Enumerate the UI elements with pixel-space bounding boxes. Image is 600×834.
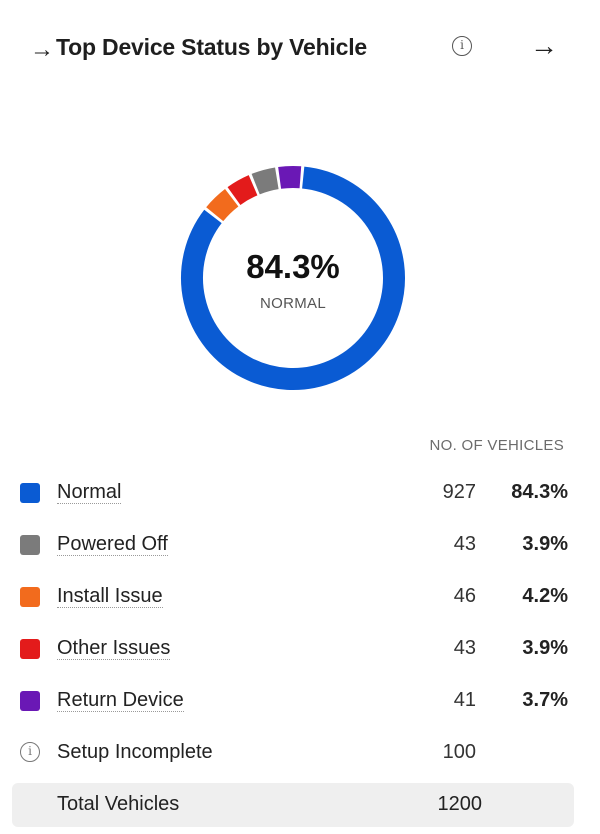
status-row-normal: Normal 927 84.3% — [20, 478, 568, 508]
install-issue-count: 46 — [453, 585, 476, 607]
status-row-other-issues: Other Issues 43 3.9% — [20, 634, 568, 664]
info-icon[interactable]: i — [452, 36, 472, 56]
widget-title: Top Device Status by Vehicle — [56, 34, 367, 60]
donut-center-value: 84.3% — [246, 248, 340, 285]
donut-svg — [181, 166, 405, 390]
setup-incomplete-count: 100 — [442, 741, 476, 763]
info-icon[interactable]: i — [20, 742, 40, 762]
normal-count: 927 — [442, 481, 476, 503]
normal-link[interactable]: Normal — [57, 481, 122, 504]
open-details-arrow-icon[interactable]: → — [530, 30, 558, 61]
donut-segment-other-issues[interactable] — [227, 175, 258, 206]
other-issues-percent: 3.9% — [522, 637, 568, 659]
return-device-swatch — [20, 691, 40, 711]
powered-off-percent: 3.9% — [522, 533, 568, 555]
donut-center-label: NORMAL — [260, 295, 326, 312]
powered-off-count: 43 — [453, 533, 476, 555]
setup-incomplete-label: Setup Incomplete — [57, 741, 213, 763]
return-device-count: 41 — [453, 689, 476, 711]
status-row-setup-incomplete: i Setup Incomplete 100 — [20, 738, 568, 768]
total-vehicles-label: Total Vehicles — [57, 793, 180, 815]
status-donut-chart: 84.3% NORMAL — [180, 165, 406, 391]
column-header-vehicles: NO. OF VEHICLES — [429, 437, 564, 454]
title-arrow-icon: → — [30, 36, 54, 63]
donut-segment-powered-off[interactable] — [251, 167, 279, 195]
donut-segment-normal[interactable] — [181, 166, 405, 390]
other-issues-link[interactable]: Other Issues — [57, 637, 171, 660]
other-issues-swatch — [20, 639, 40, 659]
status-row-return-device: Return Device 41 3.7% — [20, 686, 568, 716]
return-device-link[interactable]: Return Device — [57, 689, 184, 712]
status-row-powered-off: Powered Off 43 3.9% — [20, 530, 568, 560]
status-row-install-issue: Install Issue 46 4.2% — [20, 582, 568, 612]
powered-off-link[interactable]: Powered Off — [57, 533, 168, 556]
normal-swatch — [20, 483, 40, 503]
powered-off-swatch — [20, 535, 40, 555]
install-issue-swatch — [20, 587, 40, 607]
other-issues-count: 43 — [453, 637, 476, 659]
return-device-percent: 3.7% — [522, 689, 568, 711]
donut-segment-return-device[interactable] — [278, 166, 302, 189]
normal-percent: 84.3% — [511, 481, 568, 503]
total-vehicles-value: 1200 — [437, 793, 483, 815]
widget-header: → Top Device Status by Vehicle i → — [30, 28, 570, 68]
install-issue-link[interactable]: Install Issue — [57, 585, 163, 608]
total-vehicles-bar: Total Vehicles 1200 — [12, 783, 574, 827]
install-issue-percent: 4.2% — [522, 585, 568, 607]
donut-segment-install-issue[interactable] — [206, 188, 239, 222]
